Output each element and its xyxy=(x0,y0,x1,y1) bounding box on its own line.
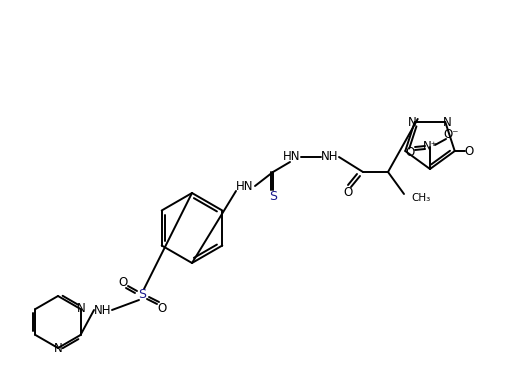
Text: N: N xyxy=(54,341,63,354)
Text: O: O xyxy=(464,144,474,158)
Text: O: O xyxy=(343,185,353,199)
Text: S: S xyxy=(269,190,277,202)
Text: S: S xyxy=(138,288,146,301)
Text: N: N xyxy=(408,116,417,130)
Text: CH₃: CH₃ xyxy=(411,193,430,203)
Text: O: O xyxy=(405,146,415,159)
Text: NH: NH xyxy=(321,151,339,163)
Text: N: N xyxy=(443,116,452,130)
Text: N: N xyxy=(77,303,86,315)
Text: N⁺: N⁺ xyxy=(423,140,438,154)
Text: O⁻: O⁻ xyxy=(443,128,459,142)
Text: HN: HN xyxy=(236,180,254,194)
Text: O: O xyxy=(118,276,128,288)
Text: O: O xyxy=(157,301,167,315)
Text: NH: NH xyxy=(94,303,111,317)
Text: HN: HN xyxy=(283,151,301,163)
